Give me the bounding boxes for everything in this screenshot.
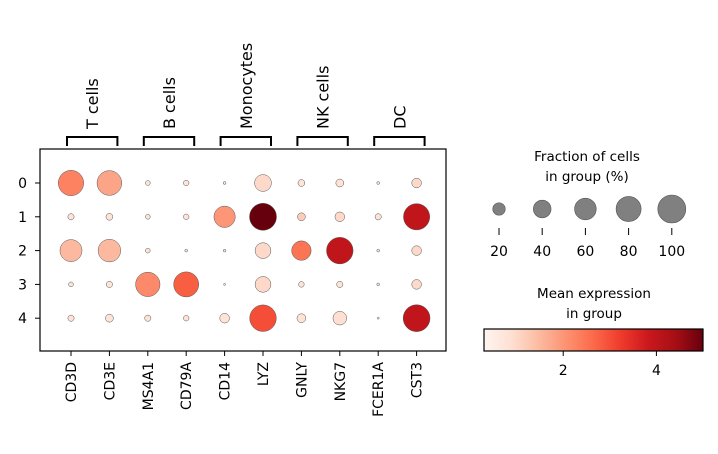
y-tick-label: 2 — [18, 244, 27, 260]
size-legend-subtitle: in group (%) — [545, 169, 628, 185]
gene-group-brackets: T cells B cells Monocytes NK cells DC — [66, 43, 426, 146]
dot — [335, 178, 345, 188]
x-tick-label: CD79A — [179, 362, 195, 410]
dot — [332, 311, 347, 326]
dot — [96, 170, 123, 196]
group-label: B cells — [160, 77, 179, 129]
color-legend: Mean expression in group 2 4 — [483, 286, 704, 379]
dot — [105, 313, 114, 323]
x-tick-label: CD3D — [64, 362, 80, 402]
size-legend-label: 80 — [620, 244, 638, 260]
y-tick-label: 3 — [18, 277, 27, 293]
group-bracket — [66, 136, 119, 146]
dot — [135, 271, 161, 297]
dot — [144, 314, 152, 322]
size-legend-dot — [615, 196, 642, 222]
size-legend-label: 100 — [658, 244, 685, 260]
x-tick-label: GNLY — [294, 362, 310, 398]
x-tick-label: NKG7 — [333, 362, 349, 401]
y-tick-label: 0 — [18, 176, 27, 192]
group-bracket — [142, 136, 196, 146]
dot — [184, 248, 188, 253]
colorbar — [483, 328, 704, 352]
dot — [183, 179, 190, 187]
dot — [249, 203, 277, 231]
dot — [411, 279, 422, 290]
dot — [376, 248, 380, 253]
dot — [106, 281, 113, 288]
dot — [145, 180, 151, 186]
dot — [376, 316, 380, 320]
dot — [296, 313, 307, 323]
group-bracket — [219, 136, 272, 146]
x-tick-label: MS4A1 — [141, 362, 157, 410]
color-legend-title: Mean expression — [537, 286, 651, 302]
dot — [68, 281, 74, 288]
dot — [374, 213, 382, 221]
dot — [376, 282, 380, 287]
colorbar-tick-label: 4 — [652, 363, 661, 379]
size-legend-dot — [574, 197, 597, 221]
dot — [59, 239, 83, 262]
dot — [183, 315, 190, 322]
group-label: Monocytes — [237, 43, 256, 129]
y-tick-label: 1 — [18, 210, 27, 226]
dot — [183, 213, 190, 220]
group-bracket — [296, 136, 349, 146]
color-legend-subtitle: in group — [566, 306, 622, 322]
dot — [145, 247, 151, 254]
dot — [326, 237, 354, 265]
x-tick-label: LYZ — [256, 362, 272, 386]
size-legend-label: 20 — [490, 244, 508, 260]
dot — [376, 181, 380, 185]
dot-plot-area: 0 1 2 3 4 CD3D CD3E MS4A1 CD79A CD14 LYZ GNLY NKG7 FC… — [18, 148, 447, 417]
dot — [298, 281, 305, 288]
size-legend: Fraction of cells in group (%) 20 40 60 80 100 — [490, 149, 687, 260]
dot — [58, 170, 84, 196]
dot — [213, 205, 236, 228]
dot — [67, 314, 75, 322]
dot — [336, 281, 344, 288]
dot — [105, 213, 114, 221]
colorbar-tick-label: 2 — [559, 363, 568, 379]
size-legend-dot — [533, 199, 552, 219]
dot — [334, 211, 345, 222]
dot — [97, 239, 121, 263]
dot — [222, 181, 227, 185]
x-tick-label: CD3E — [102, 362, 118, 400]
dot — [254, 276, 272, 293]
dot — [297, 212, 306, 222]
x-tick-label: CST3 — [410, 362, 426, 398]
dot — [291, 240, 312, 261]
dot — [145, 214, 151, 220]
dot — [222, 248, 227, 253]
dot — [249, 304, 277, 332]
dot — [411, 177, 422, 189]
size-legend-title: Fraction of cells — [534, 149, 640, 165]
dot — [219, 313, 230, 324]
y-tick-label: 4 — [18, 311, 27, 327]
size-legend-label: 40 — [533, 244, 551, 260]
group-bracket — [373, 136, 426, 146]
dot — [254, 174, 272, 192]
dot — [403, 203, 430, 231]
group-label: DC — [390, 106, 409, 130]
x-tick-label: CD14 — [218, 362, 234, 400]
size-legend-dot — [492, 202, 506, 216]
dot — [223, 283, 226, 286]
dot — [411, 245, 422, 256]
dot — [297, 179, 306, 187]
dot — [254, 242, 272, 259]
plot-frame — [39, 148, 447, 352]
x-tick-label: FCER1A — [371, 362, 387, 417]
dot — [402, 304, 431, 332]
size-legend-label: 60 — [576, 244, 594, 260]
dot — [67, 213, 75, 221]
dot — [173, 271, 199, 298]
group-label: T cells — [83, 78, 102, 130]
group-label: NK cells — [314, 66, 333, 129]
size-legend-dot — [657, 194, 687, 224]
